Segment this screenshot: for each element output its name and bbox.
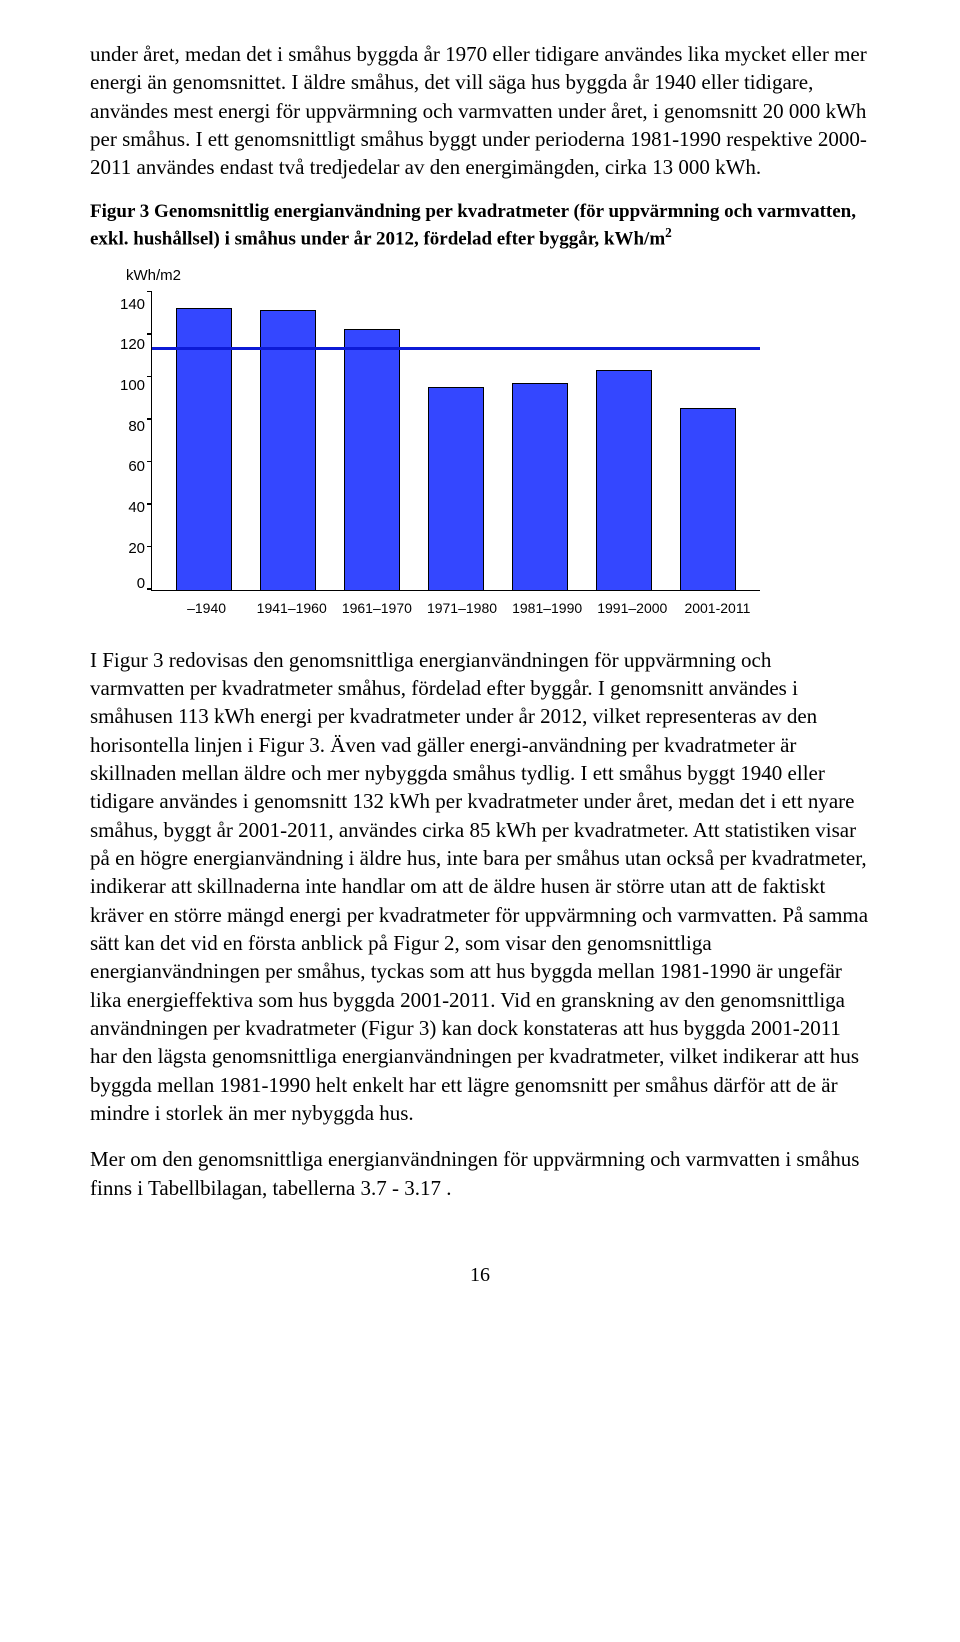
paragraph-1: under året, medan det i småhus byggda år… <box>90 40 870 182</box>
x-tick-label: 1981–1990 <box>505 599 590 618</box>
bar-slot <box>666 291 750 590</box>
paragraph-2: I Figur 3 redovisas den genomsnittliga e… <box>90 646 870 1128</box>
x-tick-label: 1971–1980 <box>419 599 504 618</box>
bar-chart: kWh/m2 140 120 100 80 60 40 20 0 –19401941–1960… <box>120 266 760 617</box>
y-tick-label: 140 <box>120 297 145 312</box>
y-tick-label: 120 <box>120 337 145 352</box>
plot-area <box>151 291 760 591</box>
bar-slot <box>414 291 498 590</box>
average-line <box>152 347 760 350</box>
bar-slot <box>330 291 414 590</box>
x-tick-label: 1961–1970 <box>334 599 419 618</box>
bar-slot <box>582 291 666 590</box>
figure-caption: Figur 3 Genomsnittlig energianvändning p… <box>90 200 870 253</box>
bar <box>344 329 400 590</box>
chart-area: 140 120 100 80 60 40 20 0 <box>120 291 760 591</box>
y-tick-label: 40 <box>128 500 145 515</box>
paragraph-3: Mer om den genomsnittliga energianvändni… <box>90 1145 870 1202</box>
y-tick-label: 0 <box>137 576 145 591</box>
bar <box>260 310 316 590</box>
y-tick-label: 20 <box>128 541 145 556</box>
x-tick-label: –1940 <box>164 599 249 618</box>
y-tick-label: 100 <box>120 378 145 393</box>
bars-container <box>152 291 760 590</box>
figure-caption-text: Figur 3 Genomsnittlig energianvändning p… <box>90 201 856 250</box>
bar <box>512 383 568 590</box>
y-axis-title: kWh/m2 <box>126 266 760 286</box>
x-tick-label: 1991–2000 <box>590 599 675 618</box>
bar-slot <box>498 291 582 590</box>
y-tick-label: 60 <box>128 459 145 474</box>
bar <box>596 370 652 590</box>
bar <box>680 408 736 590</box>
x-axis: –19401941–19601961–19701971–19801981–199… <box>164 599 760 618</box>
bar-slot <box>246 291 330 590</box>
bar <box>428 387 484 590</box>
x-tick-label: 1941–1960 <box>249 599 334 618</box>
y-tick-label: 80 <box>128 419 145 434</box>
x-tick-label: 2001-2011 <box>675 599 760 618</box>
bar-slot <box>162 291 246 590</box>
figure-caption-sup: 2 <box>665 225 672 240</box>
bar <box>176 308 232 590</box>
page-number: 16 <box>90 1262 870 1289</box>
